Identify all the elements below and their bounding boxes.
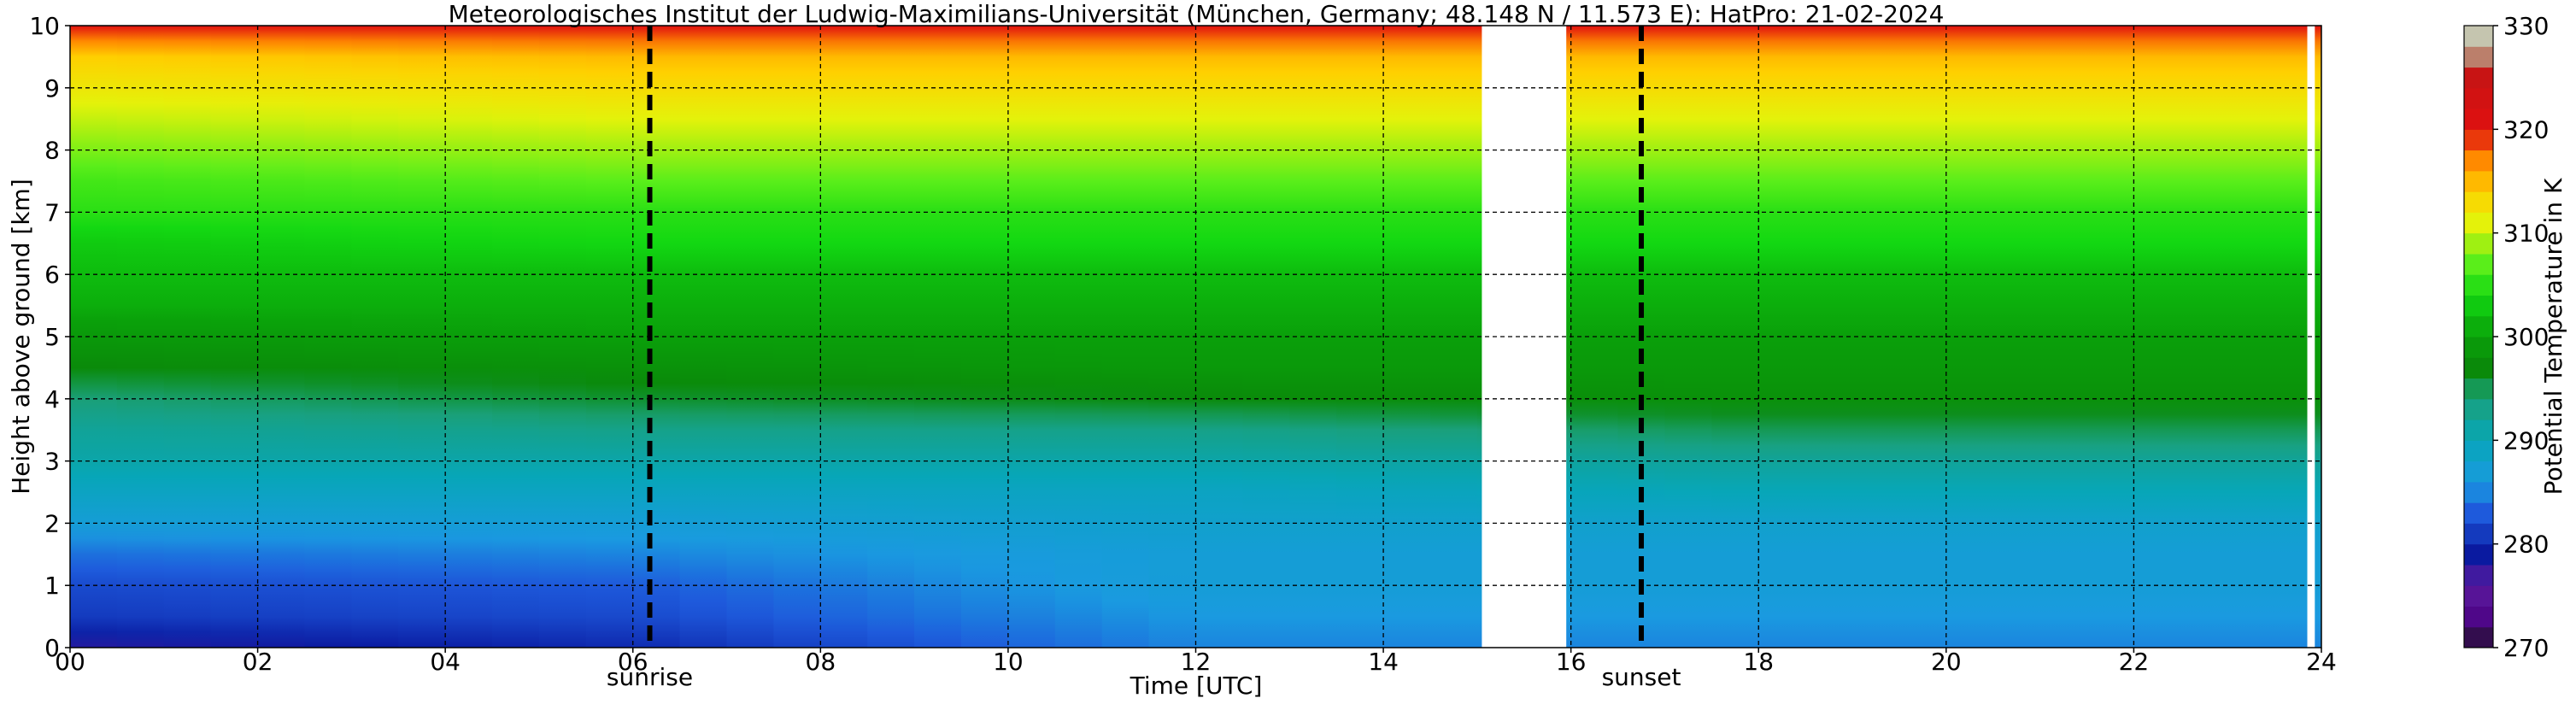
- colorbar-tick-label: 290: [2503, 426, 2549, 455]
- x-tick-label: 08: [806, 648, 836, 676]
- heatmap-column: [398, 26, 446, 648]
- colorbar-segment: [2464, 398, 2493, 420]
- x-tick-labels: 00 02 04 06 08 10 12 14 16 18 20 22 24: [55, 648, 2337, 676]
- colorbar-segment: [2464, 212, 2493, 234]
- colorbar-segment: [2464, 26, 2493, 47]
- colorbar-segment: [2464, 232, 2493, 255]
- colorbar-segment: [2464, 502, 2493, 524]
- y-tick-label: 0: [44, 634, 60, 662]
- colorbar-segment: [2464, 295, 2493, 317]
- x-tick-label: 06: [618, 648, 648, 676]
- heatmap-column: [1289, 26, 1337, 648]
- heatmap-column: [1852, 26, 1900, 648]
- y-tick-label: 1: [44, 572, 60, 600]
- colorbar-segment: [2464, 585, 2493, 607]
- colorbar-segment: [2464, 481, 2493, 503]
- x-tick-label: 18: [1743, 648, 1774, 676]
- heatmap-column: [445, 26, 493, 648]
- x-tick-label: 10: [993, 648, 1024, 676]
- colorbar-segment: [2464, 129, 2493, 151]
- heatmap-column: [867, 26, 915, 648]
- colorbar-segment: [2464, 440, 2493, 462]
- y-tick-label: 3: [44, 448, 60, 476]
- colorbar: [2463, 25, 2494, 648]
- x-tick-label: 16: [1556, 648, 1587, 676]
- colorbar-segment: [2464, 170, 2493, 192]
- y-tick-labels: 0 1 2 3 4 5 6 7 8 9 10: [29, 12, 70, 662]
- y-tick-label: 8: [44, 137, 60, 165]
- colorbar-segment: [2464, 46, 2493, 68]
- colorbar-segment: [2464, 150, 2493, 172]
- colorbar-tick-labels: 270 280 290 300 310 320 330: [2493, 12, 2549, 662]
- y-tick-label: 9: [44, 74, 60, 103]
- colorbar-segment: [2464, 315, 2493, 337]
- x-tick-label: 02: [243, 648, 273, 676]
- x-tick-label: 24: [2306, 648, 2337, 676]
- colorbar-segment: [2464, 564, 2493, 586]
- colorbar-segment: [2464, 523, 2493, 545]
- heatmap-column: [2227, 26, 2275, 648]
- chart-title: Meteorologisches Institut der Ludwig-Max…: [449, 0, 1945, 28]
- heatmap-column: [1383, 26, 1431, 648]
- colorbar-segment: [2464, 543, 2493, 566]
- grid-lines: [70, 26, 2321, 648]
- y-tick-label: 2: [44, 509, 60, 537]
- colorbar-segment: [2464, 253, 2493, 275]
- y-tick-label: 4: [44, 385, 60, 414]
- colorbar-label: Potential Temperature in K: [2539, 178, 2567, 495]
- heatmap-column: [351, 26, 399, 648]
- x-tick-label: 00: [55, 648, 85, 676]
- colorbar-segment: [2464, 191, 2493, 213]
- colorbar-segment: [2464, 67, 2493, 89]
- x-axis-label: Time [UTC]: [1130, 672, 1263, 700]
- colorbar-segment: [2464, 378, 2493, 400]
- sun-markers: sunrise sunset: [607, 26, 1681, 691]
- colorbar-segment: [2464, 109, 2493, 130]
- heatmap-column: [1336, 26, 1384, 648]
- y-axis-label: Height above ground [km]: [7, 179, 35, 495]
- y-tick-label: 5: [44, 323, 60, 351]
- heatmap-column: [820, 26, 868, 648]
- colorbar-segment: [2464, 461, 2493, 483]
- colorbar-tick-label: 310: [2503, 220, 2549, 248]
- colorbar-tick-label: 280: [2503, 531, 2549, 559]
- sunset-label: sunset: [1602, 663, 1681, 691]
- x-tick-label: 22: [2119, 648, 2150, 676]
- heatmap-column: [1805, 26, 1853, 648]
- x-tick-label: 12: [1181, 648, 1212, 676]
- x-tick-label: 04: [430, 648, 461, 676]
- colorbar-segment: [2464, 87, 2493, 109]
- colorbar-segment: [2464, 357, 2493, 379]
- colorbar-segment: [2464, 626, 2493, 648]
- y-tick-label: 10: [29, 12, 60, 40]
- colorbar-segment: [2464, 274, 2493, 296]
- y-tick-label: 6: [44, 261, 60, 289]
- colorbar-segment: [2464, 337, 2493, 358]
- heatmap-column: [1758, 26, 1806, 648]
- colorbar-segment: [2464, 419, 2493, 441]
- sunrise-label: sunrise: [607, 663, 693, 691]
- colorbar-tick-label: 320: [2503, 115, 2549, 144]
- y-tick-label: 7: [44, 198, 60, 226]
- x-tick-label: 14: [1368, 648, 1399, 676]
- colorbar-tick-label: 300: [2503, 323, 2549, 351]
- x-tick-label: 20: [1931, 648, 1962, 676]
- colorbar-tick-label: 270: [2503, 634, 2549, 662]
- heatmap-column: [914, 26, 962, 648]
- colorbar-tick-label: 330: [2503, 12, 2549, 40]
- colorbar-segment: [2464, 606, 2493, 628]
